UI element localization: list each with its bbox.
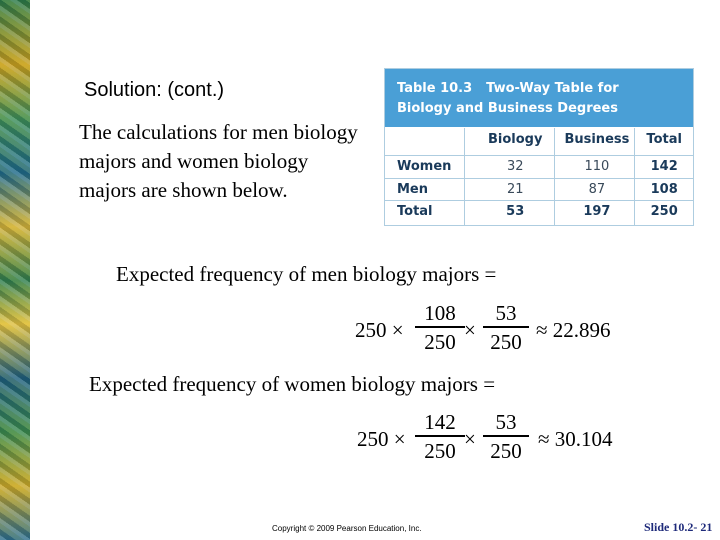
table-divider — [384, 178, 694, 179]
table-divider — [384, 155, 694, 156]
col-biology: Biology — [487, 132, 543, 147]
table-header-row: Biology Business Total — [385, 132, 693, 147]
equation-2-times: × — [464, 427, 476, 451]
slide-subtitle: Solution: (cont.) — [84, 79, 225, 101]
table-divider — [634, 128, 635, 226]
body-text: The calculations for men biology majors … — [79, 120, 358, 202]
equation-1-fraction-2: 53 250 — [483, 300, 529, 356]
table-row: Total 53 197 250 — [397, 204, 678, 219]
table-caption: Table 10.3 Two-Way Table for Biology and … — [385, 69, 693, 127]
table-title-line2: Biology and Business Degrees — [397, 101, 618, 116]
table-row: Men 21 87 108 — [397, 182, 678, 197]
equation-2-lead: 250 × — [357, 427, 406, 451]
slide-number: Slide 10.2- 21 — [644, 520, 713, 534]
equation-1-times: × — [464, 318, 476, 342]
table-divider — [384, 200, 694, 201]
table-divider — [464, 128, 465, 226]
equation-2-result: ≈ 30.104 — [538, 427, 613, 451]
equation-1-lead: 250 × — [355, 318, 404, 342]
equation-2-fraction-1: 142 250 — [415, 409, 465, 465]
col-total: Total — [646, 132, 682, 147]
equation-2-fraction-2: 53 250 — [483, 409, 529, 465]
table-number: Table 10.3 — [397, 81, 473, 96]
equation-1-fraction-1: 108 250 — [415, 300, 465, 356]
col-business: Business — [564, 132, 630, 147]
table-title-line1: Two-Way Table for — [486, 81, 619, 96]
table-divider — [554, 128, 555, 226]
equation-1-label: Expected frequency of men biology majors… — [116, 262, 497, 286]
decorative-side-stripe — [0, 0, 30, 540]
copyright-notice: Copyright © 2009 Pearson Education, Inc. — [272, 524, 422, 533]
table-row: Women 32 110 142 — [397, 159, 678, 174]
two-way-table: Table 10.3 Two-Way Table for Biology and … — [384, 68, 694, 226]
equation-2-label: Expected frequency of women biology majo… — [89, 372, 496, 396]
equation-1-result: ≈ 22.896 — [536, 318, 611, 342]
